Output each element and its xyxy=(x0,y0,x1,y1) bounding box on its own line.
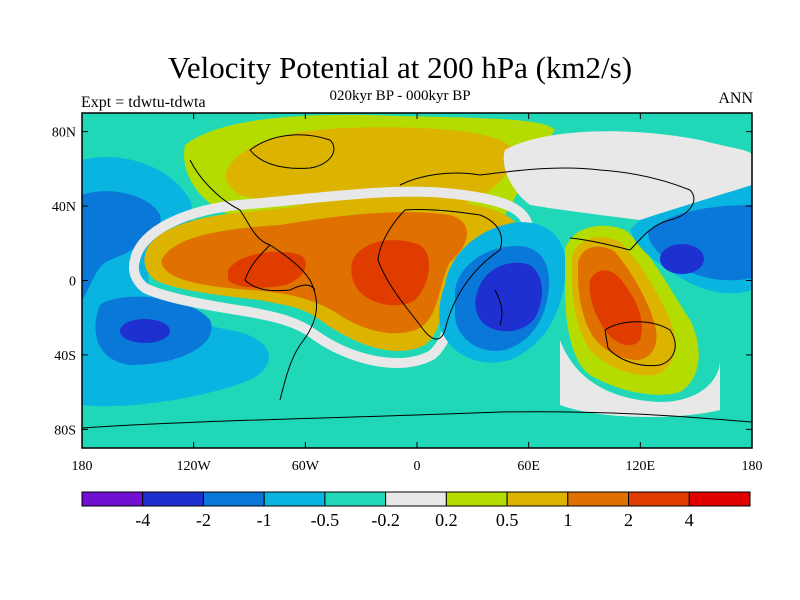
experiment-label: Expt = tdwtu-tdwta xyxy=(81,94,206,111)
colorbar-swatch xyxy=(688,491,751,507)
y-tick-label: 80N xyxy=(52,126,76,141)
coastline-central-america xyxy=(244,244,316,292)
colorbar: -4 -2 -1 -0.5 -0.2 0.2 0.5 1 2 4 xyxy=(81,491,751,530)
colorbar-label: 0.5 xyxy=(496,510,519,530)
coastline-madagascar xyxy=(494,289,503,326)
colorbar-label: 0.2 xyxy=(435,510,458,530)
y-tick-label: 80S xyxy=(54,423,76,438)
colorbar-label: 1 xyxy=(563,510,572,530)
contour-region xyxy=(503,131,752,220)
colorbar-swatch xyxy=(567,491,630,507)
coastline-australia xyxy=(604,321,676,367)
x-tick-label: 60W xyxy=(292,459,320,474)
contour-region xyxy=(560,340,720,417)
colorbar-label: -0.5 xyxy=(311,510,340,530)
contour-region xyxy=(228,251,306,288)
contour-region xyxy=(475,262,542,332)
coastline-antarctica xyxy=(82,411,752,429)
x-tick-label: 120W xyxy=(177,459,212,474)
coastline-greenland xyxy=(249,134,335,169)
colorbar-swatch xyxy=(445,491,508,507)
colorbar-label: -0.2 xyxy=(371,510,400,530)
x-tick-label: 180 xyxy=(742,459,763,474)
y-tick-label: 40S xyxy=(54,349,76,364)
season-label: ANN xyxy=(718,90,753,107)
y-axis: 80N 40N 0 40S 80S xyxy=(52,126,752,438)
contour-fill-layer xyxy=(82,113,752,448)
coastline-eurasia xyxy=(399,167,695,251)
colorbar-swatch xyxy=(142,491,204,507)
colorbar-swatch xyxy=(202,491,265,507)
x-tick-label: 60E xyxy=(517,459,540,474)
contour-region xyxy=(589,270,642,346)
contour-region xyxy=(660,244,704,274)
y-tick-label: 40N xyxy=(52,200,76,215)
colorbar-swatch xyxy=(628,491,690,507)
colorbar-swatch xyxy=(324,491,387,507)
x-axis: 180 120W 60W 0 60E 120E 180 xyxy=(72,113,763,474)
coastline-americas xyxy=(189,159,318,401)
contour-region xyxy=(351,240,430,306)
y-tick-label: 0 xyxy=(69,275,76,290)
colorbar-label: -1 xyxy=(257,510,272,530)
contour-region xyxy=(82,191,161,300)
colorbar-swatch xyxy=(263,491,326,507)
colorbar-label: -2 xyxy=(196,510,211,530)
contour-region xyxy=(120,319,170,343)
plot-subtitle: 020kyr BP - 000kyr BP xyxy=(329,88,471,104)
colorbar-label: 4 xyxy=(685,510,694,530)
x-tick-label: 180 xyxy=(72,459,93,474)
colorbar-swatch xyxy=(81,491,144,507)
x-tick-label: 0 xyxy=(414,459,421,474)
x-tick-label: 120E xyxy=(626,459,656,474)
colorbar-swatch xyxy=(506,491,569,507)
colorbar-swatch xyxy=(385,491,447,507)
colorbar-label: -4 xyxy=(135,510,150,530)
plot-title: Velocity Potential at 200 hPa (km2/s) xyxy=(167,50,633,85)
coastlines xyxy=(82,134,752,429)
coastline-africa xyxy=(377,208,503,340)
colorbar-label: 2 xyxy=(624,510,633,530)
